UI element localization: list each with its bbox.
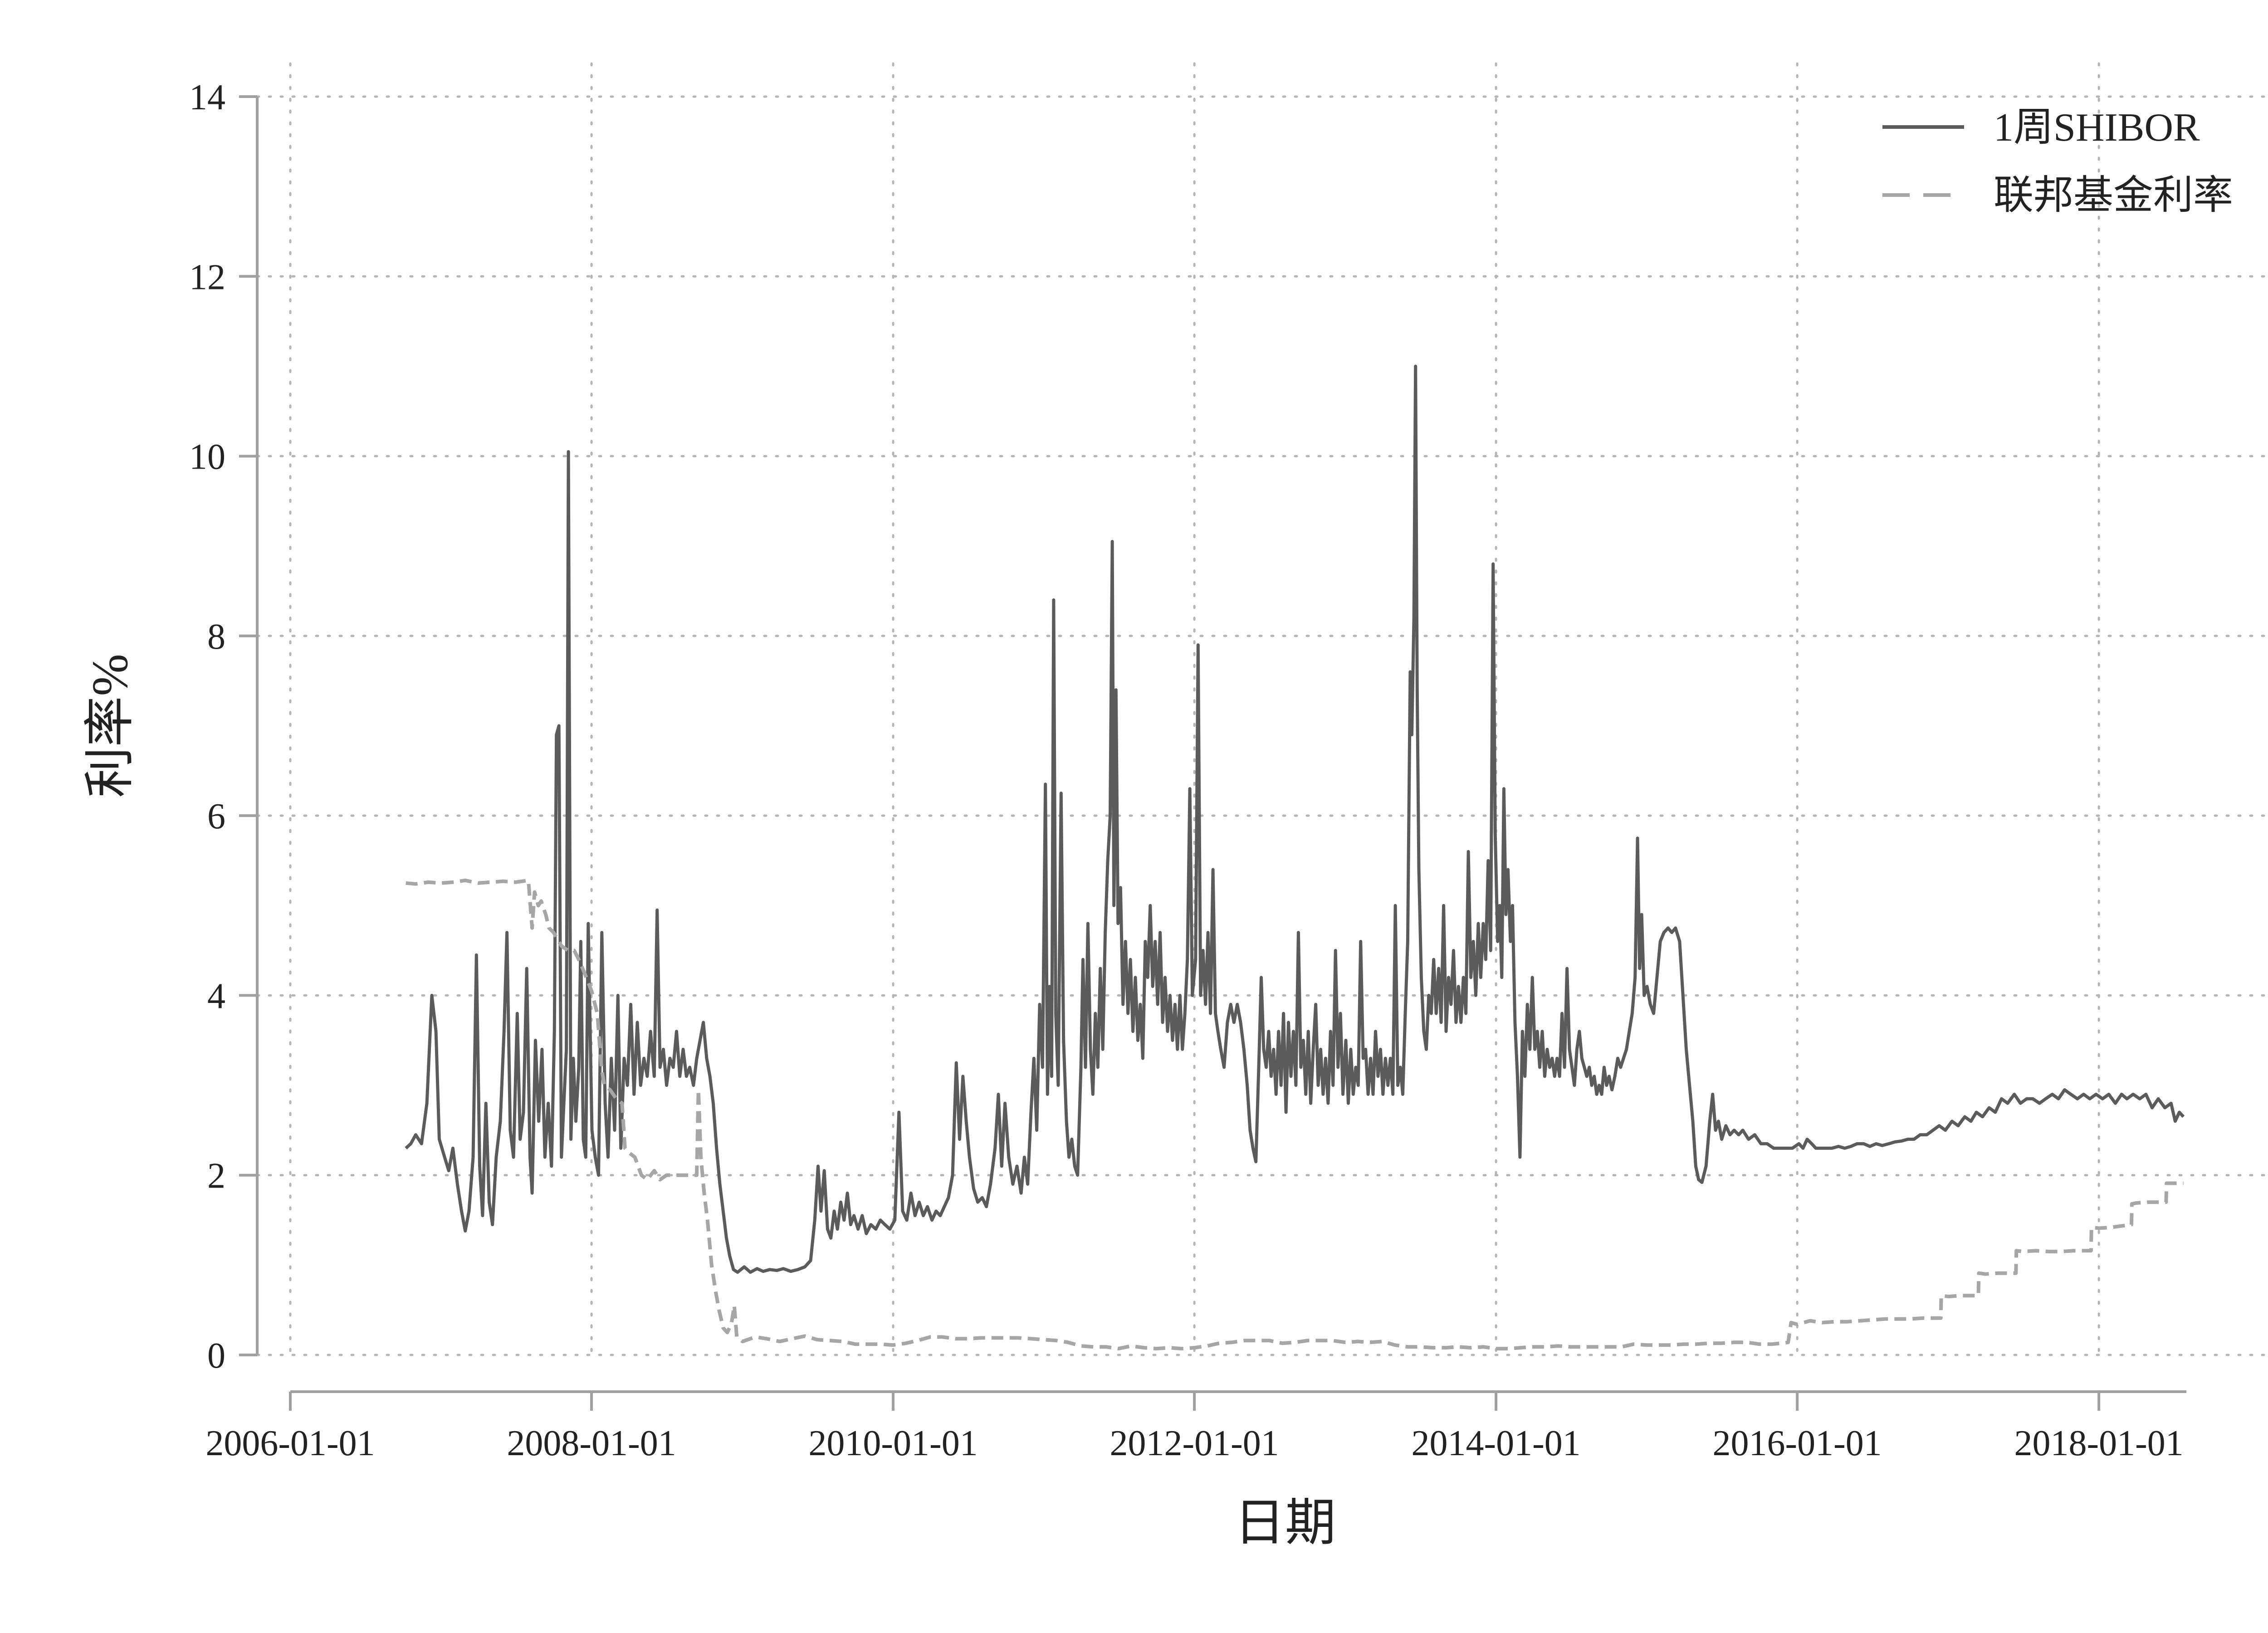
- y-tick-label: 14: [189, 78, 225, 117]
- x-tick-label: 2018-01-01: [2014, 1423, 2184, 1463]
- series-line-fed-funds: [406, 878, 2184, 1351]
- y-tick-label: 6: [207, 797, 225, 836]
- axes: [256, 97, 2186, 1393]
- legend-label-shibor: 1周SHIBOR: [1994, 106, 2200, 150]
- y-tick-label: 2: [207, 1156, 225, 1196]
- x-tick-label: 2016-01-01: [1713, 1423, 1882, 1463]
- y-tick-label: 8: [207, 617, 225, 657]
- x-tick-label: 2008-01-01: [507, 1423, 676, 1463]
- legend-label-fed-funds: 联邦基金利率: [1994, 174, 2233, 218]
- series-line-shibor: [405, 364, 2185, 1274]
- y-tick-label: 12: [189, 257, 225, 297]
- x-tick-label: 2012-01-01: [1110, 1423, 1279, 1463]
- x-tick-label: 2014-01-01: [1411, 1423, 1580, 1463]
- legend: 1周SHIBOR 联邦基金利率: [1882, 106, 2233, 218]
- y-tick-label: 4: [207, 976, 225, 1016]
- y-axis-title: 利率%: [82, 654, 138, 797]
- x-tick-label: 2010-01-01: [808, 1423, 978, 1463]
- x-axis-title: 日期: [1234, 1495, 1336, 1551]
- series: [405, 364, 2185, 1351]
- x-tick-label: 2006-01-01: [205, 1423, 375, 1463]
- gridlines: [256, 62, 2268, 1356]
- y-tick-label: 0: [207, 1336, 225, 1376]
- ticks: 0 2 4 6 8 10 12 14 2006-01-01 2008-01-01 2010-01-0…: [189, 78, 2184, 1463]
- y-tick-label: 10: [189, 437, 225, 477]
